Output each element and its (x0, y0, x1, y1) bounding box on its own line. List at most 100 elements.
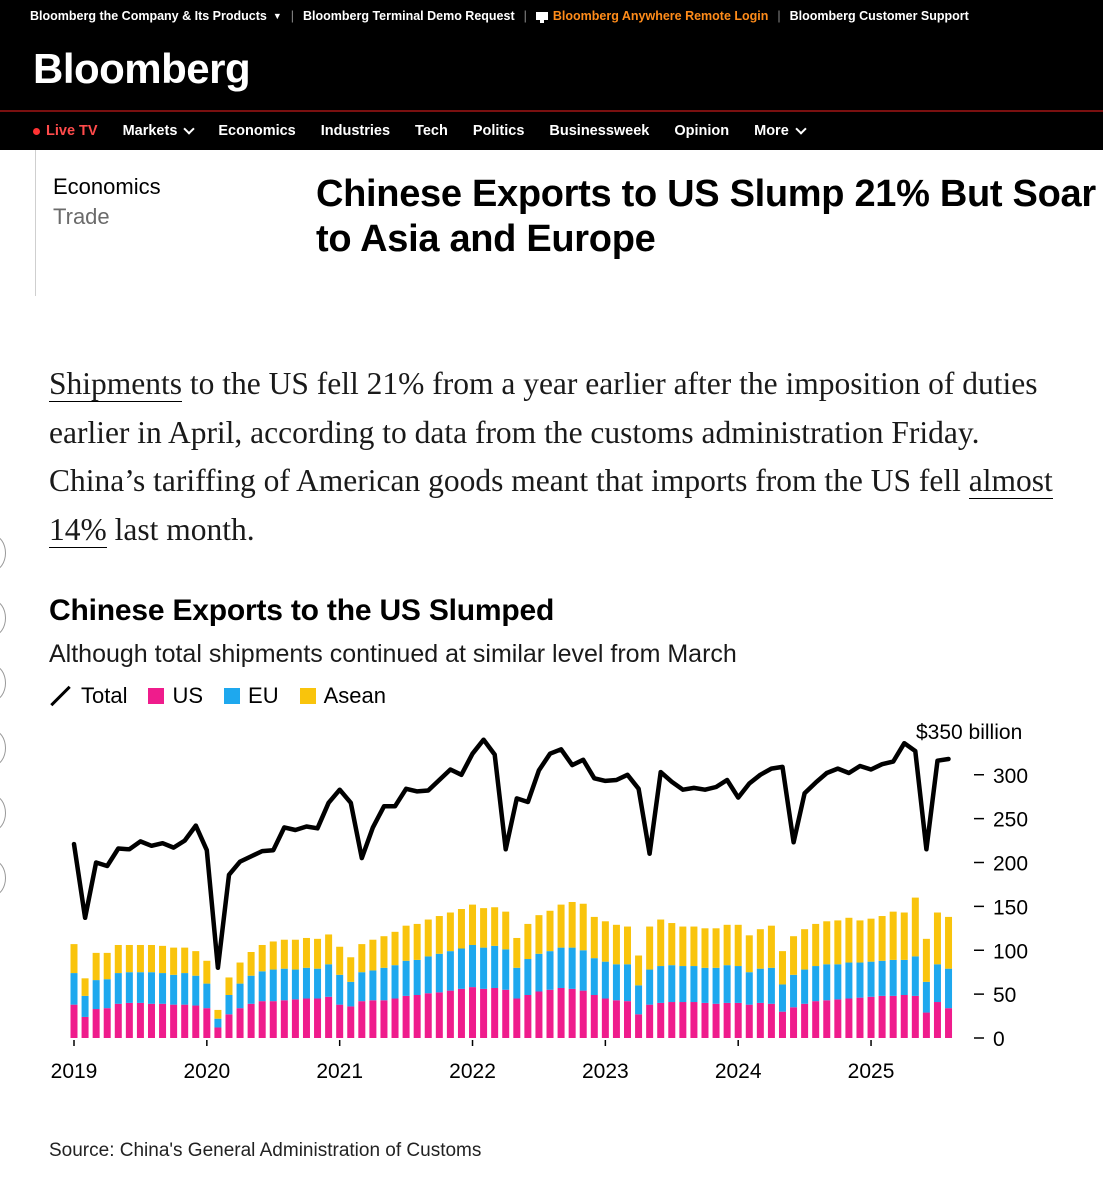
eu-bar (679, 966, 687, 1003)
eu-bar (325, 964, 333, 997)
legend-asean: Asean (299, 683, 386, 709)
legend-us: US (148, 683, 203, 709)
us-bar (579, 990, 587, 1038)
eu-bar (945, 968, 953, 1009)
asean-bar (70, 944, 78, 974)
us-bar (801, 1003, 809, 1038)
top-link-terminal-demo[interactable]: Bloomberg Terminal Demo Request (303, 9, 515, 23)
nav-industries[interactable]: Industries (320, 123, 391, 139)
eu-bar (734, 966, 742, 1003)
eu-bar (723, 965, 731, 1003)
asean-bar (125, 944, 133, 973)
asean-bar (778, 951, 786, 985)
nav-tech[interactable]: Tech (415, 123, 448, 139)
paragraph-text-2: last month. (106, 511, 255, 547)
section-divider (35, 150, 36, 296)
us-bar (424, 993, 432, 1038)
us-bar (325, 996, 333, 1038)
nav-businessweek[interactable]: Businessweek (549, 123, 650, 139)
nav-live-tv[interactable]: Live TV (33, 123, 98, 139)
us-bar (690, 1002, 698, 1038)
subsection-trade-link[interactable]: Trade (53, 204, 110, 229)
legend-total: Total (49, 683, 127, 709)
nav-politics[interactable]: Politics (472, 123, 525, 139)
asean-bar (314, 938, 322, 969)
asean-bar (612, 924, 620, 965)
nav-opinion[interactable]: Opinion (674, 123, 730, 139)
paragraph-text-1: to the US fell 21% from a year earlier a… (49, 366, 1038, 498)
us-bar (557, 987, 565, 1038)
top-link-remote-login[interactable]: Bloomberg Anywhere Remote Login (535, 9, 768, 23)
eu-bar (601, 961, 609, 999)
section-economics-link[interactable]: Economics (53, 174, 161, 199)
nav-more-label: More (754, 123, 789, 139)
us-bar (70, 1004, 78, 1038)
us-bar (646, 1004, 654, 1038)
eu-bar (900, 959, 908, 996)
line-icon (49, 685, 71, 707)
top-link-customer-support[interactable]: Bloomberg Customer Support (789, 9, 969, 23)
shipments-link[interactable]: Shipments (49, 366, 183, 402)
eu-bar (546, 951, 554, 990)
asean-bar (336, 946, 344, 975)
asean-bar (424, 919, 432, 957)
us-bar (358, 1001, 366, 1038)
y-tick-label: 150 (993, 896, 1028, 919)
eu-bar (635, 985, 643, 1015)
almost-14-link[interactable]: almost 14% (49, 463, 1053, 548)
asean-bar (812, 923, 820, 967)
eu-bar (81, 995, 89, 1017)
share-button[interactable] (0, 535, 6, 571)
eu-bar (302, 967, 310, 999)
asean-bar (933, 912, 941, 965)
chevron-down-icon (183, 122, 196, 135)
asean-bar (435, 916, 443, 954)
us-bar (535, 991, 543, 1038)
legend-eu: EU (224, 683, 279, 709)
eu-bar (801, 969, 809, 1004)
asean-bar (147, 944, 155, 973)
eu-bar (480, 947, 488, 989)
asean-bar (790, 936, 798, 975)
asean-bar (911, 897, 919, 957)
us-bar (767, 1003, 775, 1038)
asean-bar (225, 977, 233, 996)
eu-bar (745, 972, 753, 1005)
asean-bar (657, 919, 665, 967)
asean-bar (590, 916, 598, 959)
share-button[interactable] (0, 665, 6, 701)
asean-bar (457, 909, 465, 949)
nav-economics[interactable]: Economics (218, 123, 296, 139)
asean-bar (557, 904, 565, 948)
top-link-company[interactable]: Bloomberg the Company & Its Products ▼ (30, 9, 282, 23)
eu-bar (790, 974, 798, 1008)
eu-bar (369, 970, 377, 1001)
asean-bar (524, 923, 532, 960)
us-bar (568, 988, 576, 1038)
us-bar (236, 1008, 244, 1038)
share-button[interactable] (0, 600, 6, 636)
eu-bar (568, 947, 576, 989)
eu-bar (933, 964, 941, 1003)
live-dot-icon (33, 127, 40, 135)
asean-bar (867, 918, 875, 962)
us-bar (812, 1001, 820, 1038)
nav-more[interactable]: More (754, 122, 807, 139)
eu-bar (922, 981, 930, 1013)
eu-bar (524, 959, 532, 996)
asean-bar (745, 935, 753, 973)
asean-bar (756, 929, 764, 969)
chevron-down-icon (795, 122, 807, 135)
asean-bar (712, 928, 720, 968)
us-bar (867, 996, 875, 1038)
monitor-icon (535, 12, 548, 23)
eu-bar (557, 947, 565, 988)
us-bar (900, 995, 908, 1038)
y-tick-label: 0 (993, 1028, 1005, 1051)
nav-markets[interactable]: Markets (123, 122, 196, 139)
x-tick-label: 2020 (183, 1060, 230, 1083)
us-bar (136, 1002, 144, 1038)
eu-bar (291, 969, 299, 1000)
bloomberg-logo[interactable]: Bloomberg (33, 45, 251, 92)
asean-bar (668, 923, 676, 966)
